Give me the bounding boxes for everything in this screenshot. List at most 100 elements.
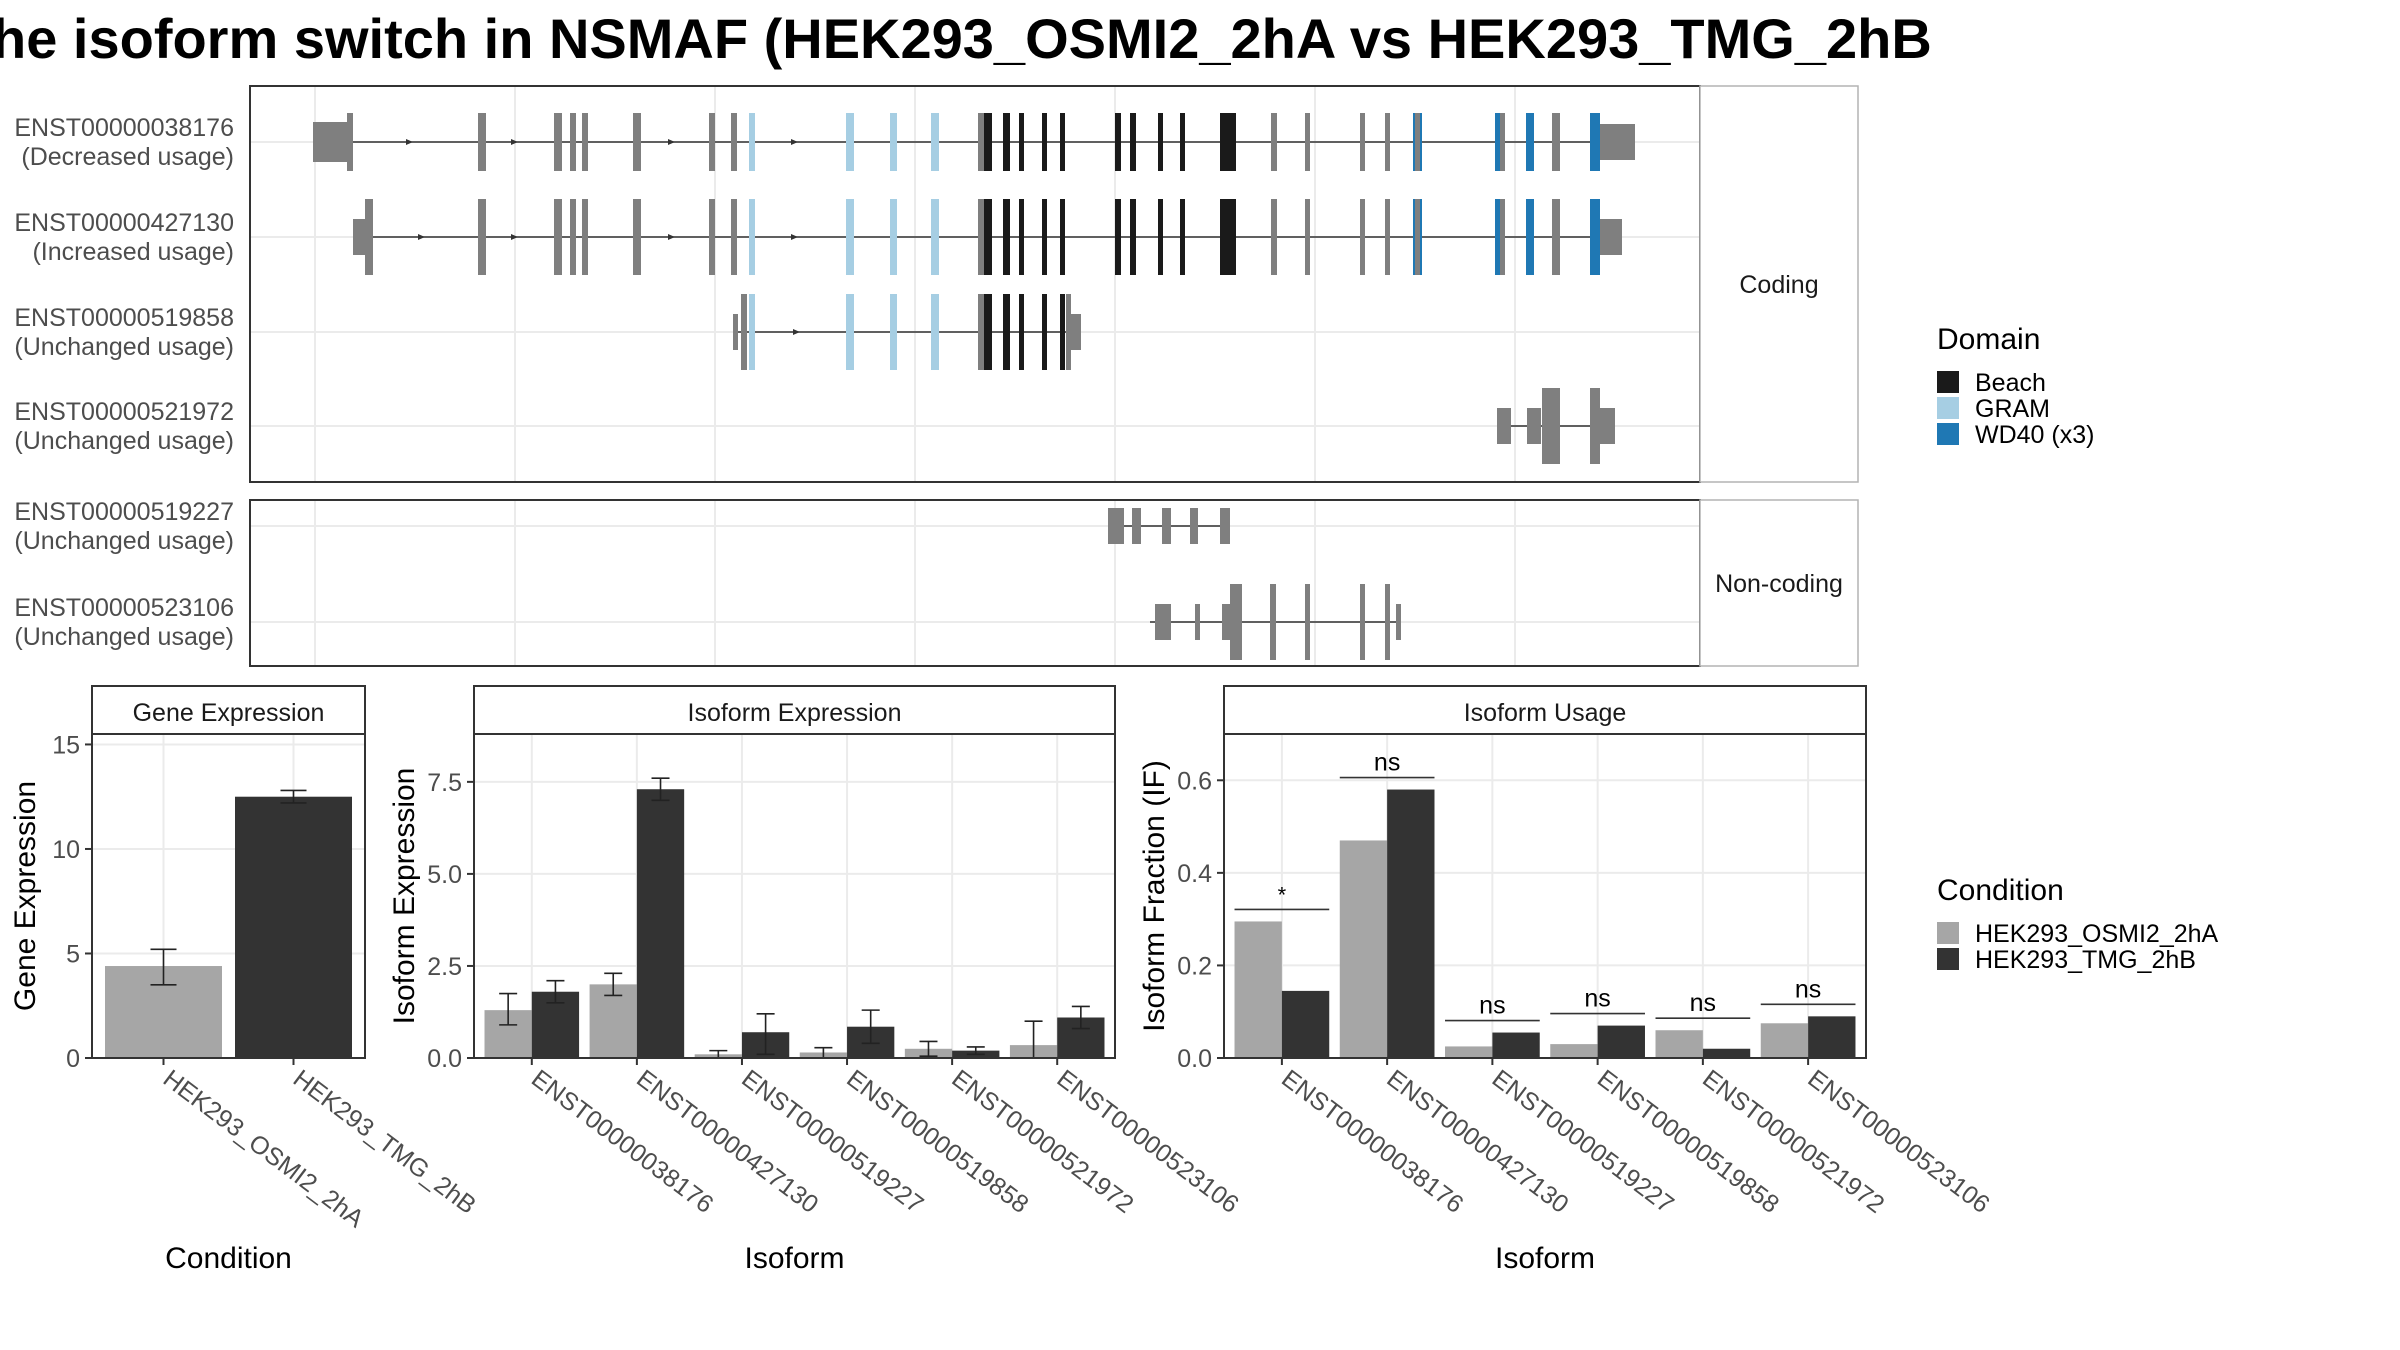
exon bbox=[1115, 113, 1121, 171]
exon bbox=[1162, 508, 1171, 544]
error-bar bbox=[756, 1013, 775, 1056]
condition-legend-title: Condition bbox=[1937, 874, 2064, 907]
exon bbox=[1108, 508, 1124, 544]
transcript-structure-panel: Coding Non-coding ENST00000038176 (Decrease… bbox=[14, 85, 1859, 667]
significance-label: ns bbox=[1479, 992, 1505, 1020]
bar bbox=[1808, 1016, 1856, 1058]
exon bbox=[1305, 113, 1310, 171]
transcript-id: ENST00000519858 bbox=[14, 304, 234, 332]
figure-title: he isoform switch in NSMAF (HEK293_OSMI2… bbox=[0, 7, 1932, 70]
x-tick-label: ENST00000427130 bbox=[1382, 1064, 1574, 1219]
isoform-usage-chart: Isoform Usage 0.0 0.2 0.4 0.6 * ns ns ns ns ns ENST… bbox=[1138, 685, 1995, 1275]
exon bbox=[1132, 508, 1141, 544]
domain-legend-swatch bbox=[1937, 423, 1959, 445]
facet-strip bbox=[1699, 85, 1859, 483]
isoform-usage-y-title: Isoform Fraction (IF) bbox=[1138, 760, 1171, 1032]
exon bbox=[1305, 199, 1310, 275]
exon bbox=[731, 199, 737, 275]
error-bar bbox=[651, 777, 670, 802]
transcript-label: ENST00000427130 (Increased usage) bbox=[14, 209, 234, 266]
exon bbox=[749, 199, 755, 275]
bar bbox=[1281, 990, 1330, 1058]
bar bbox=[1339, 840, 1388, 1058]
domain-legend-label: WD40 (x3) bbox=[1975, 421, 2094, 449]
intron-arrow bbox=[668, 234, 675, 240]
exon bbox=[1003, 294, 1010, 370]
exon bbox=[931, 294, 939, 370]
exon bbox=[1220, 113, 1236, 171]
exon bbox=[1600, 124, 1635, 160]
structure-panel-bg bbox=[250, 86, 1700, 482]
transcript-label: ENST00000519227 (Unchanged usage) bbox=[14, 498, 234, 555]
bar bbox=[1550, 1044, 1598, 1058]
exon bbox=[741, 294, 747, 370]
transcript-usage: (Unchanged usage) bbox=[14, 527, 234, 555]
error-bar bbox=[919, 1040, 938, 1057]
exon bbox=[984, 199, 992, 275]
exon bbox=[1115, 199, 1121, 275]
domain-legend-title: Domain bbox=[1937, 323, 2040, 356]
y-tick-label: 0.0 bbox=[427, 1045, 462, 1073]
exon bbox=[1271, 113, 1277, 171]
transcript-id: ENST00000521972 bbox=[14, 398, 234, 426]
bar bbox=[589, 984, 637, 1058]
transcript-id: ENST00000038176 bbox=[14, 114, 234, 142]
intron-arrow bbox=[511, 234, 518, 240]
isoform-usage-x-title: Isoform bbox=[1495, 1242, 1595, 1275]
exon bbox=[1220, 508, 1230, 544]
exon bbox=[1385, 584, 1390, 660]
exon bbox=[1003, 113, 1010, 171]
exon bbox=[1526, 113, 1534, 171]
intron-arrow bbox=[793, 329, 800, 335]
transcript-id: ENST00000519227 bbox=[14, 498, 234, 526]
exon bbox=[1180, 199, 1185, 275]
isoform-expression-frame bbox=[473, 733, 1116, 1059]
exon bbox=[1060, 199, 1065, 275]
y-tick-label: 0.6 bbox=[1177, 767, 1212, 795]
exon bbox=[731, 113, 737, 171]
exon bbox=[313, 122, 351, 162]
transcript-label: ENST00000521972 (Unchanged usage) bbox=[14, 398, 234, 455]
exon bbox=[1385, 199, 1390, 275]
exon bbox=[1385, 113, 1390, 171]
exon bbox=[1195, 604, 1200, 640]
exon bbox=[1220, 199, 1236, 275]
exon bbox=[1590, 388, 1600, 464]
transcript-usage: (Unchanged usage) bbox=[14, 333, 234, 361]
y-tick-label: 0.0 bbox=[1177, 1045, 1212, 1073]
condition-legend-label: HEK293_OSMI2_2hA bbox=[1975, 920, 2219, 948]
y-tick-label: 0 bbox=[66, 1045, 80, 1073]
error-bar bbox=[861, 1009, 880, 1045]
exon bbox=[570, 199, 576, 275]
exon bbox=[1190, 508, 1198, 544]
bar bbox=[1760, 1023, 1809, 1058]
transcript-label: ENST00000519858 (Unchanged usage) bbox=[14, 304, 234, 361]
error-bar bbox=[546, 979, 565, 1004]
bar bbox=[1387, 789, 1435, 1058]
facet-strip bbox=[1699, 499, 1859, 667]
exon bbox=[1495, 199, 1504, 275]
exon bbox=[1158, 199, 1163, 275]
exon bbox=[1598, 408, 1615, 444]
intron-arrow bbox=[791, 139, 798, 145]
exon bbox=[846, 294, 854, 370]
error-bar bbox=[604, 972, 623, 997]
exon bbox=[931, 199, 939, 275]
exon bbox=[1155, 604, 1171, 640]
significance-label: * bbox=[1278, 882, 1287, 907]
exon bbox=[709, 113, 715, 171]
isoform-expression-y-title: Isoform Expression bbox=[388, 768, 421, 1025]
exon bbox=[1271, 199, 1277, 275]
x-tick-label: ENST00000519858 bbox=[841, 1064, 1033, 1219]
exon bbox=[1042, 113, 1047, 171]
exon bbox=[1500, 199, 1505, 275]
transcript-usage: (Decreased usage) bbox=[21, 143, 234, 171]
exon bbox=[1130, 199, 1136, 275]
exon bbox=[890, 199, 897, 275]
error-bar bbox=[1071, 1005, 1090, 1030]
exon bbox=[1060, 113, 1065, 171]
transcript-usage: (Increased usage) bbox=[32, 238, 234, 266]
transcript-label: ENST00000038176 (Decreased usage) bbox=[14, 114, 234, 171]
x-tick-label: ENST00000519227 bbox=[1487, 1064, 1679, 1219]
